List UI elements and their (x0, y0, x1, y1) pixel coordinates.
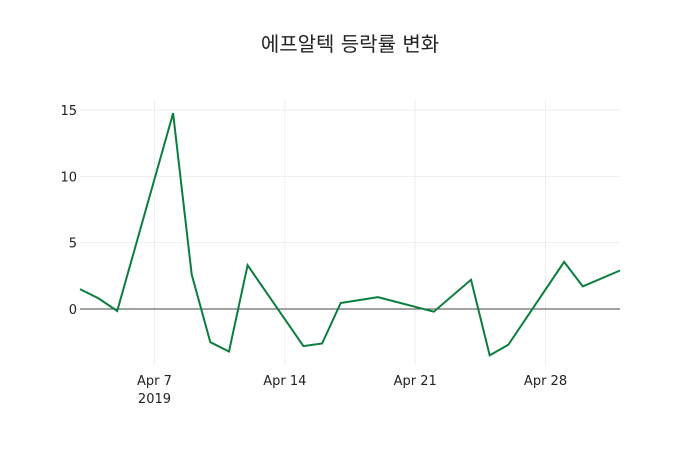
x-tick-label: Apr 21 (394, 374, 437, 389)
x-tick-label: Apr 14 (263, 374, 306, 389)
x-axis-ticks: Apr 7 2019 Apr 14 Apr 21 Apr 28 (137, 374, 567, 407)
x-tick-label: Apr 28 (524, 374, 567, 389)
series-line (79, 113, 621, 357)
x-tick-label: Apr 7 (137, 374, 172, 389)
y-tick-label: 5 (69, 237, 77, 252)
y-axis-ticks: 0 5 10 15 (60, 104, 77, 318)
chart-title: 에프알텍 등락률 변화 (260, 32, 440, 56)
x-tick-year-label: 2019 (138, 392, 171, 407)
grid-lines (80, 100, 620, 365)
y-tick-label: 0 (69, 303, 77, 318)
y-tick-label: 15 (60, 104, 77, 119)
y-tick-label: 10 (60, 170, 77, 185)
